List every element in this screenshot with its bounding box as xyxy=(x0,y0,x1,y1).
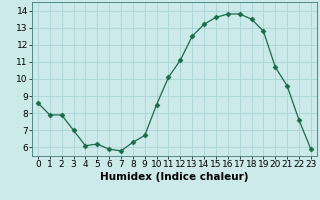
X-axis label: Humidex (Indice chaleur): Humidex (Indice chaleur) xyxy=(100,172,249,182)
